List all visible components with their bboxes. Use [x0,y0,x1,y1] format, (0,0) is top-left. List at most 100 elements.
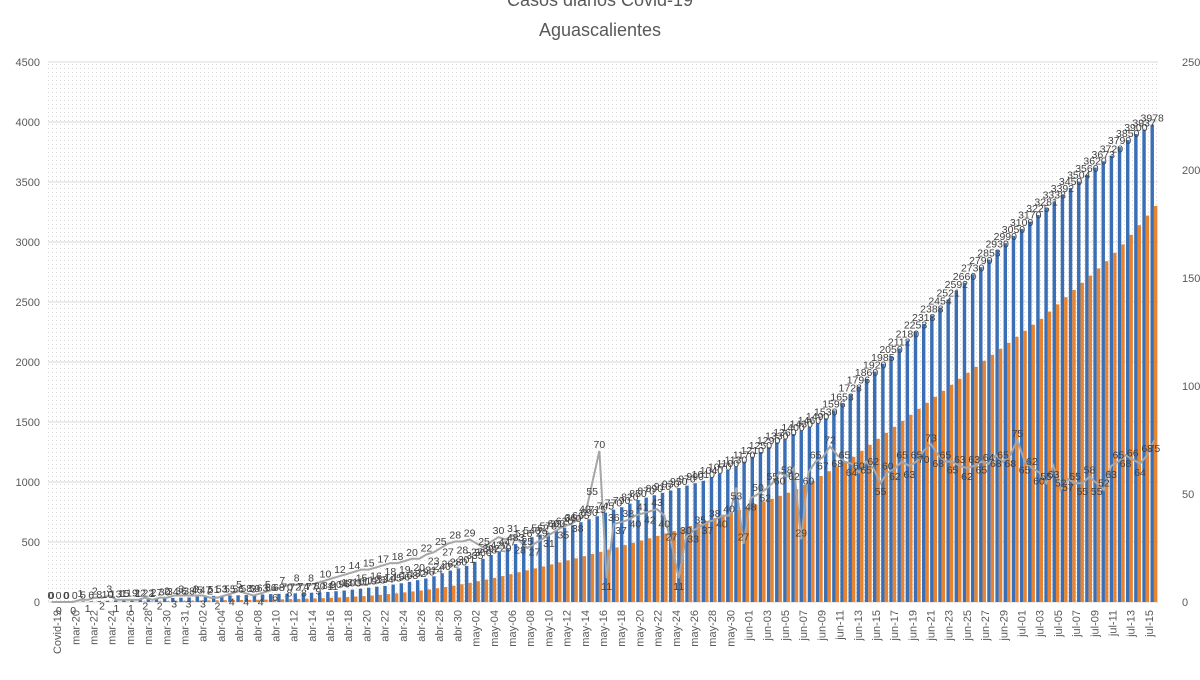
data-label-line: 8 [301,588,307,600]
bar-orange [901,421,904,602]
data-label-line: 66 [1127,447,1139,459]
x-axis-tick-label: mar-20 [70,610,82,645]
x-axis-tick-label: jun-17 [889,610,901,642]
bar-orange [885,433,888,602]
data-label-line: 8 [287,588,293,600]
bar-blue [595,516,598,602]
data-label-line: 14 [348,560,360,572]
bar-blue [473,562,476,602]
x-axis-tick-label: jun-29 [998,610,1010,642]
y-axis-right-tick-label: 250 [1182,57,1200,69]
data-label-line: 64 [1134,467,1146,479]
bar-orange [1138,225,1141,602]
bar-blue [196,597,199,602]
x-axis-tick-label: abr-02 [198,610,210,642]
data-label-line: 5 [265,579,271,591]
bar-blue [800,430,803,602]
data-label-line: 60 [803,475,815,487]
bar-orange [517,572,520,602]
bar-blue [1028,222,1031,602]
y-axis-left-tick-label: 1500 [16,417,40,429]
bar-blue [751,457,754,602]
x-axis-tick-label: may-04 [489,610,501,647]
x-axis-tick-label: abr-26 [416,610,428,642]
x-axis-tick-label: may-22 [653,610,665,647]
bar-orange [403,592,406,602]
data-label-blue: 3978 [1141,113,1165,125]
bar-blue [489,555,492,602]
bar-orange [836,466,839,602]
data-label-line: 55 [1076,486,1088,498]
bar-orange [1064,297,1067,602]
bar-orange [1040,319,1043,602]
data-label-line: 23 [428,555,440,567]
bar-orange [1072,290,1075,602]
bar-blue [661,493,664,602]
bar-orange [411,591,414,602]
bar-orange [615,547,618,602]
data-label-line: 4 [243,596,249,608]
bar-orange [493,578,496,602]
bar-orange [150,601,153,602]
data-label-line: 55 [1069,471,1081,483]
x-axis-tick-label: abr-20 [361,610,373,642]
data-label-line: 65 [940,450,952,462]
bar-orange [632,543,635,602]
data-label-line: 57 [1062,482,1074,494]
y-axis-right-tick-label: 0 [1182,597,1188,609]
bar-orange [599,552,602,602]
data-label-line: 53 [731,491,743,503]
data-label-line: 8 [294,573,300,585]
bar-orange [999,349,1002,602]
bar-orange [991,355,994,602]
bar-blue [416,580,419,602]
data-label-line: 22 [421,542,433,554]
bar-orange [1056,304,1059,602]
data-label-line: 4 [258,596,264,608]
bar-blue [1036,215,1039,602]
bar-orange [346,597,349,602]
data-label-line: 62 [788,471,800,483]
data-label-line: 31 [507,523,519,535]
bar-blue [506,548,509,602]
bar-blue [383,586,386,602]
bar-orange [770,499,773,602]
bar-blue [294,593,297,602]
bar-blue [1069,188,1072,602]
data-label-line: 27 [442,547,454,559]
x-axis-tick-label: jun-27 [980,610,992,642]
data-label-line: 17 [377,553,389,565]
bar-blue [326,592,329,602]
bar-blue [1085,175,1088,602]
bar-orange [166,601,169,602]
bar-orange [983,361,986,602]
data-label-line: 9 [315,586,321,598]
x-axis-tick-label: jun-21 [926,610,938,642]
data-label-line: 29 [500,542,512,554]
data-label-line: 11 [601,581,612,593]
bar-blue [1093,168,1096,602]
bar-orange [501,576,504,602]
bar-blue [236,595,239,602]
data-label-line: 2 [164,586,170,598]
bar-blue [783,439,786,602]
bar-blue [498,552,501,602]
x-axis-tick-label: jul-07 [1071,610,1083,638]
data-label-line: 0 [49,590,55,602]
bar-orange [583,556,586,602]
data-label-line: 62 [867,456,879,468]
data-label-line: 75 [1012,428,1024,440]
x-axis-tick-label: Covid-19 [52,610,64,654]
data-label-line: 65 [839,450,851,462]
data-label-line: 27 [666,532,678,544]
bar-blue [857,386,860,602]
data-label-line: 75 [1149,443,1161,455]
data-label-line: 70 [594,439,606,451]
data-label-line: 40 [658,519,670,531]
x-axis-tick-label: mar-30 [161,610,173,645]
bar-orange [754,505,757,602]
data-label-line: 11 [673,581,684,593]
data-label-line: 13 [341,577,353,589]
bar-orange [574,558,577,602]
data-label-line: 43 [651,497,663,509]
